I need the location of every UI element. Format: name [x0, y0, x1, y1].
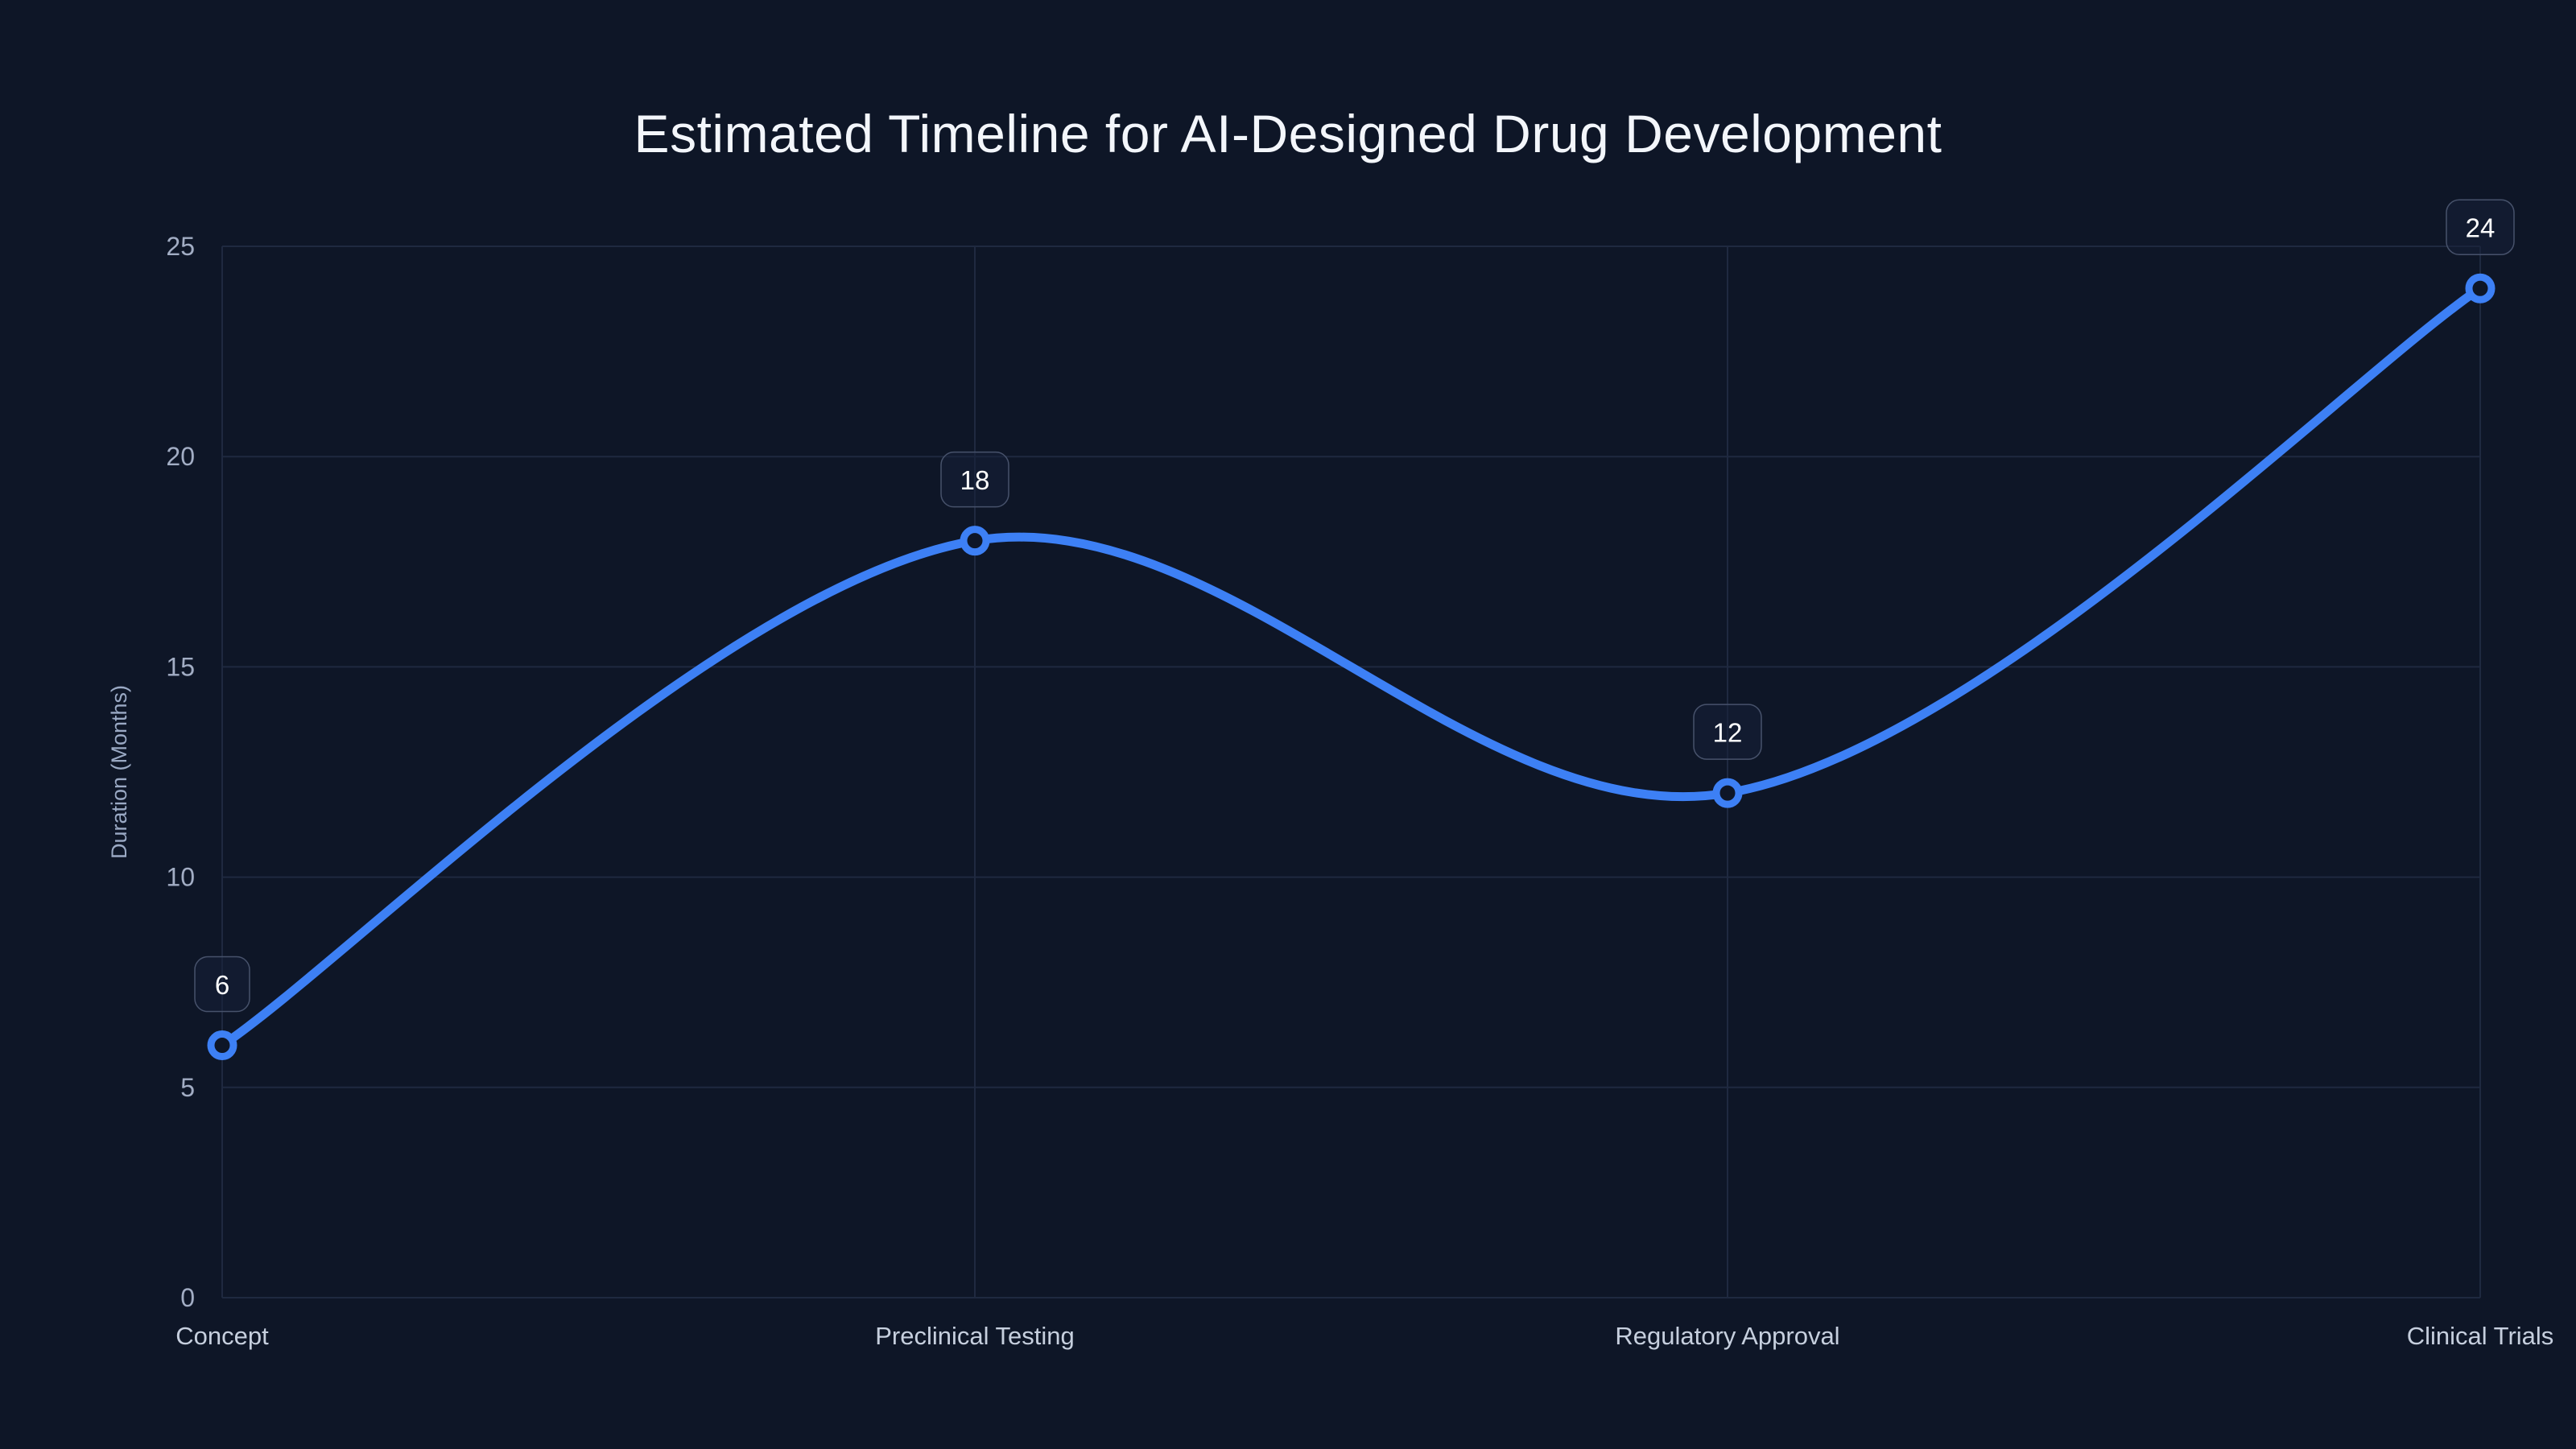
data-label-box-3 [2446, 199, 2515, 255]
data-point-marker-2[interactable] [1712, 778, 1743, 808]
data-labels: 6 18 12 24 [194, 199, 2515, 1013]
chart-title: Estimated Timeline for AI-Designed Drug … [634, 104, 1942, 163]
series-line-path [217, 283, 2485, 1051]
y-tick-label-25: 25 [166, 232, 195, 261]
y-tick-label-5: 5 [180, 1073, 195, 1102]
data-label-0: 6 [215, 970, 229, 1000]
y-tick-label-0: 0 [180, 1283, 195, 1312]
x-category-label-1: Preclinical Testing [875, 1322, 1075, 1350]
data-point-marker-3[interactable] [2465, 273, 2496, 303]
y-tick-label-15: 15 [166, 652, 195, 681]
y-axis-title: Duration (Months) [107, 685, 131, 859]
data-label-2: 12 [1713, 718, 1743, 748]
series-line [217, 283, 2485, 1051]
data-label-box-0 [194, 956, 250, 1013]
data-point-marker-1[interactable] [960, 526, 990, 556]
x-axis-category-labels: Concept Preclinical Testing Regulatory App… [175, 1322, 2553, 1350]
y-axis-tick-labels: 0 5 10 15 20 25 [166, 232, 195, 1312]
data-label-box-1 [940, 451, 1009, 508]
data-point-marker-0[interactable] [207, 1030, 237, 1061]
x-category-label-0: Concept [175, 1322, 269, 1350]
x-category-label-2: Regulatory Approval [1615, 1322, 1839, 1350]
data-point-markers [207, 273, 2496, 1061]
data-label-box-2 [1693, 704, 1762, 760]
y-tick-label-20: 20 [166, 442, 195, 471]
vertical-gridlines [221, 246, 2481, 1298]
x-category-label-3: Clinical Trials [2407, 1322, 2554, 1350]
data-label-1: 18 [960, 465, 990, 495]
y-tick-label-10: 10 [166, 863, 195, 892]
data-label-3: 24 [2466, 213, 2496, 243]
horizontal-gridlines [222, 246, 2480, 1298]
